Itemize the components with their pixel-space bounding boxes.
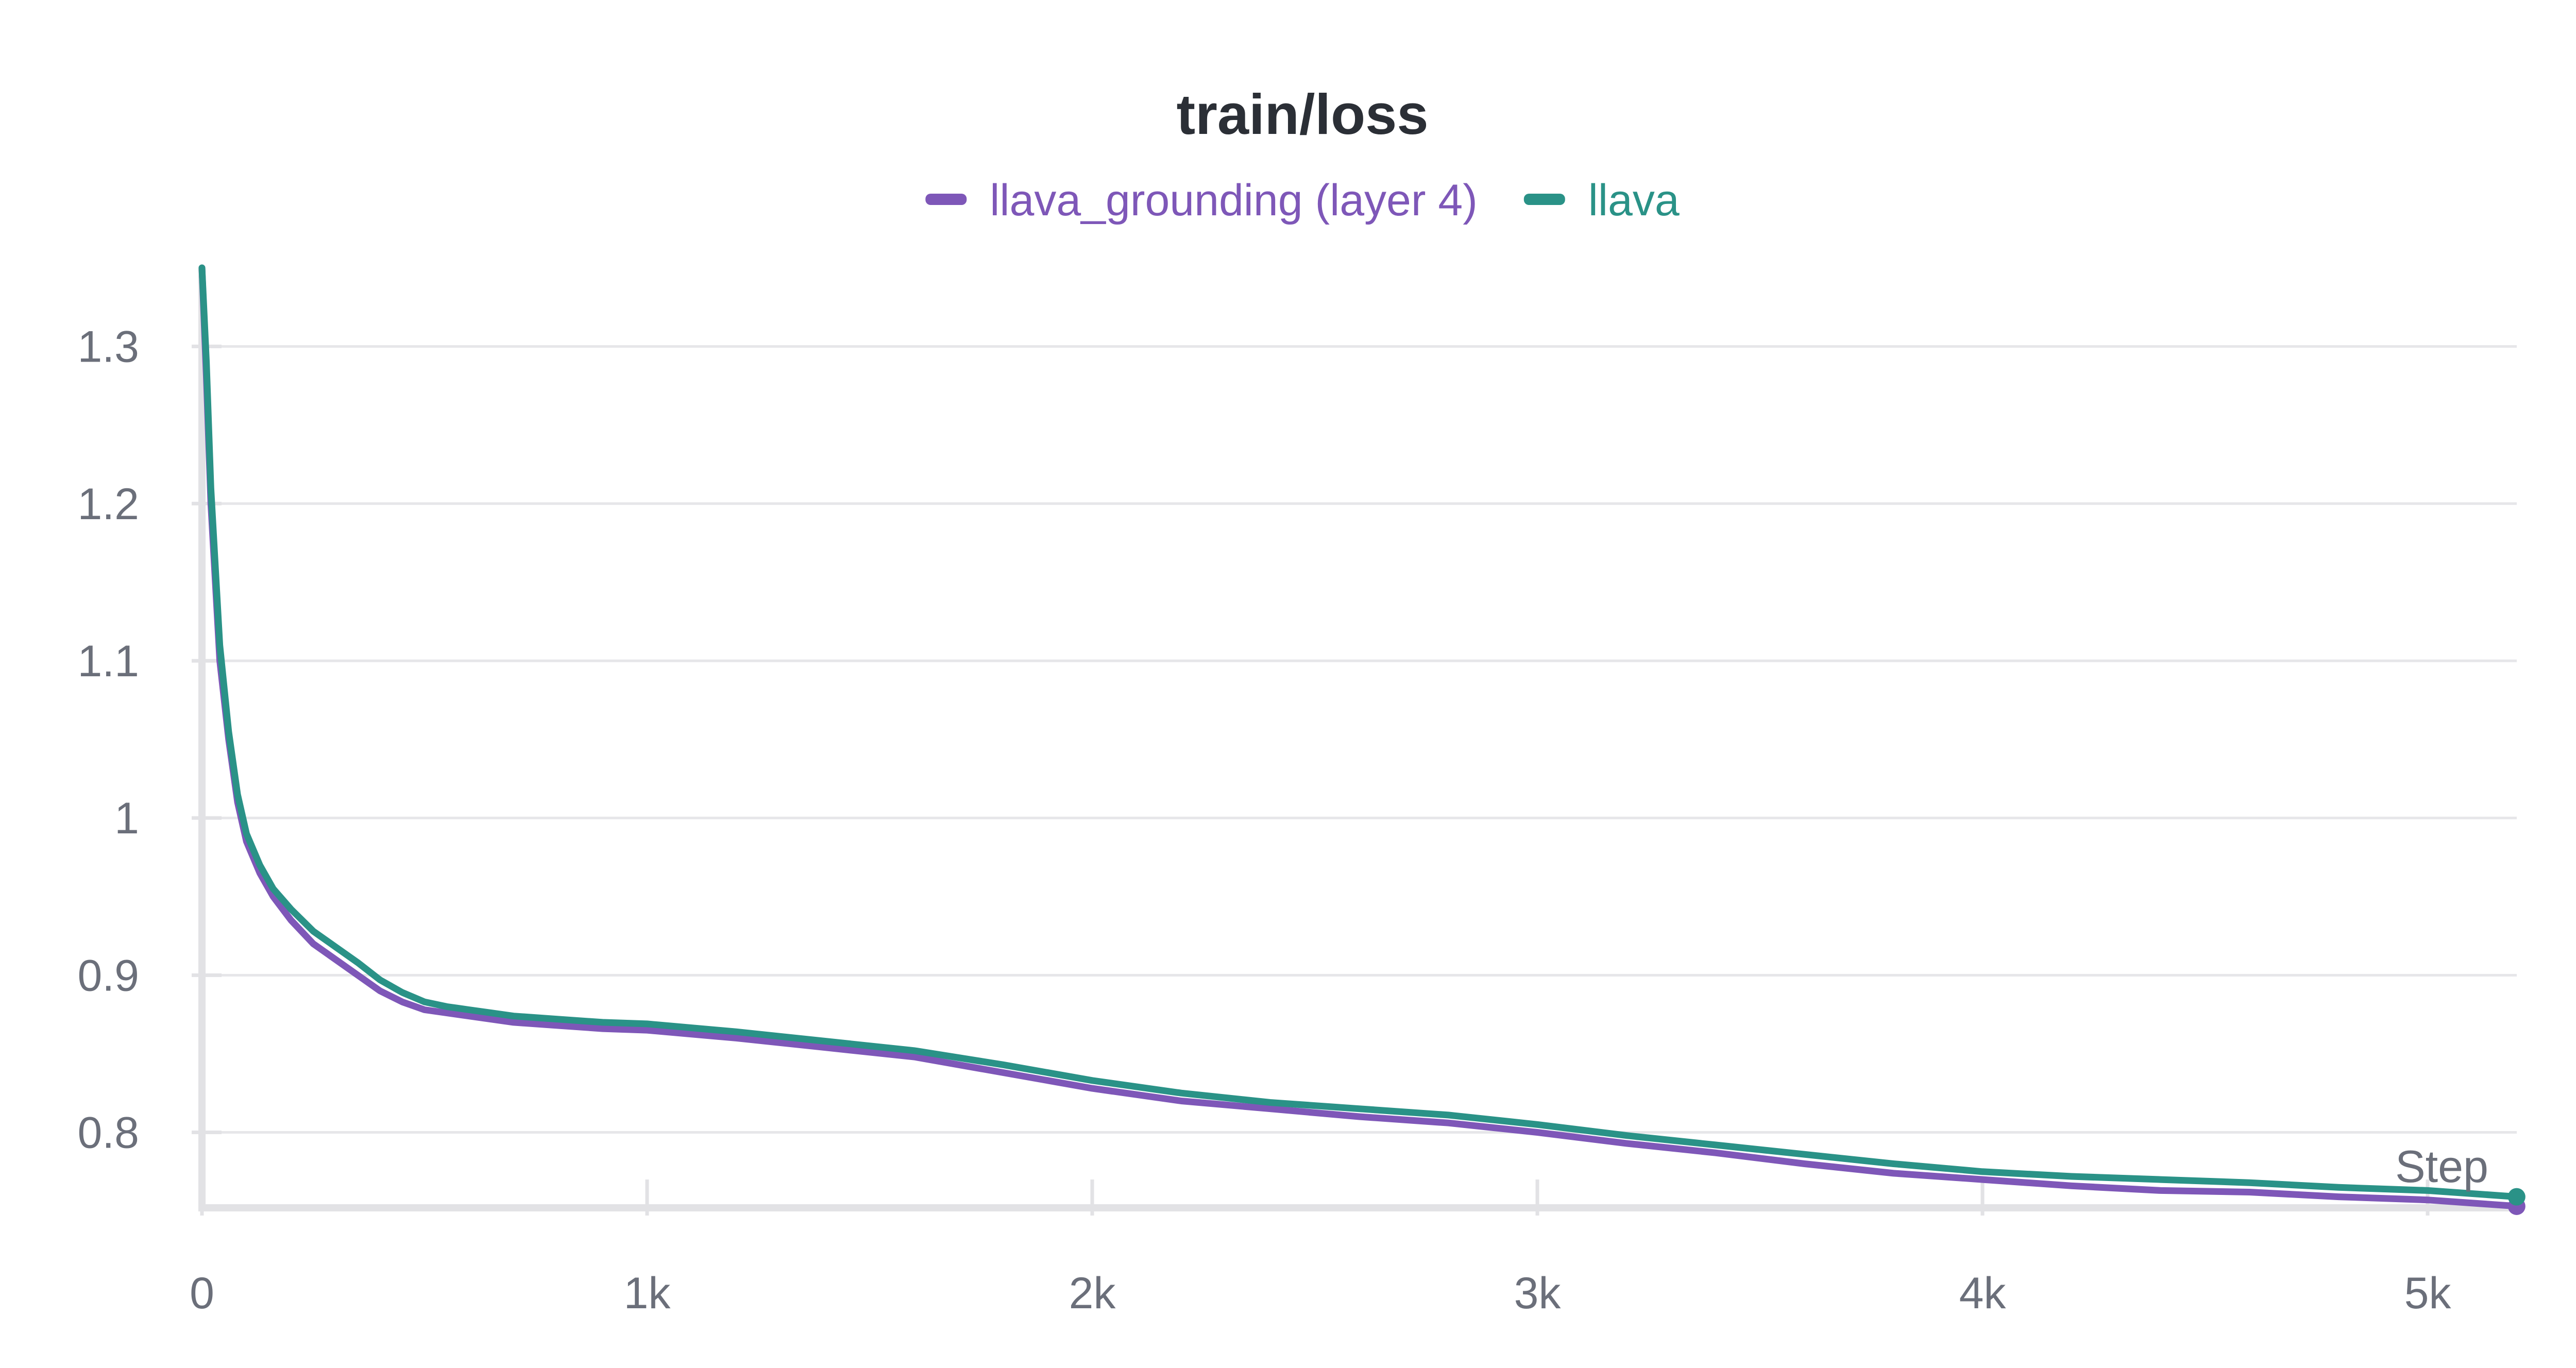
x-tick-label: 2k: [1069, 1269, 1116, 1318]
x-tick-label: 4k: [1959, 1269, 2007, 1318]
legend: llava_grounding (layer 4) llava: [925, 176, 1680, 225]
series-line-0: [198, 264, 2520, 1210]
series-line-1: [198, 264, 2520, 1201]
x-tick-label: 1k: [624, 1269, 671, 1318]
y-tick-labels: 0.8 0.9 1 1.1 1.2 1.3: [77, 322, 139, 1158]
legend-item: llava_grounding (layer 4): [925, 176, 1478, 225]
x-tick-label: 5k: [2404, 1269, 2452, 1318]
legend-label: llava_grounding (layer 4): [990, 176, 1478, 225]
y-tick-label: 0.9: [77, 951, 139, 1000]
x-tick-label: 3k: [1514, 1269, 1562, 1318]
grid-lines: [192, 345, 2517, 1135]
x-axis-title: Step: [2395, 1141, 2488, 1192]
x-tick-label: 0: [190, 1269, 214, 1318]
legend-swatch: [1523, 194, 1565, 205]
y-tick-label: 1.1: [77, 637, 139, 686]
x-tick-labels: 0 1k 2k 3k 4k 5k: [190, 1269, 2451, 1318]
chart-title: train/loss: [1176, 83, 1428, 146]
y-tick-label: 1.2: [77, 480, 139, 529]
y-tick-label: 1: [114, 794, 139, 843]
series-end-point-1: [2507, 1188, 2526, 1206]
legend-label: llava: [1588, 176, 1680, 225]
legend-swatch: [925, 194, 967, 205]
y-tick-label: 0.8: [77, 1108, 139, 1158]
y-tick-label: 1.3: [77, 322, 139, 372]
legend-item: llava: [1523, 176, 1680, 225]
series-group: [198, 264, 2526, 1215]
